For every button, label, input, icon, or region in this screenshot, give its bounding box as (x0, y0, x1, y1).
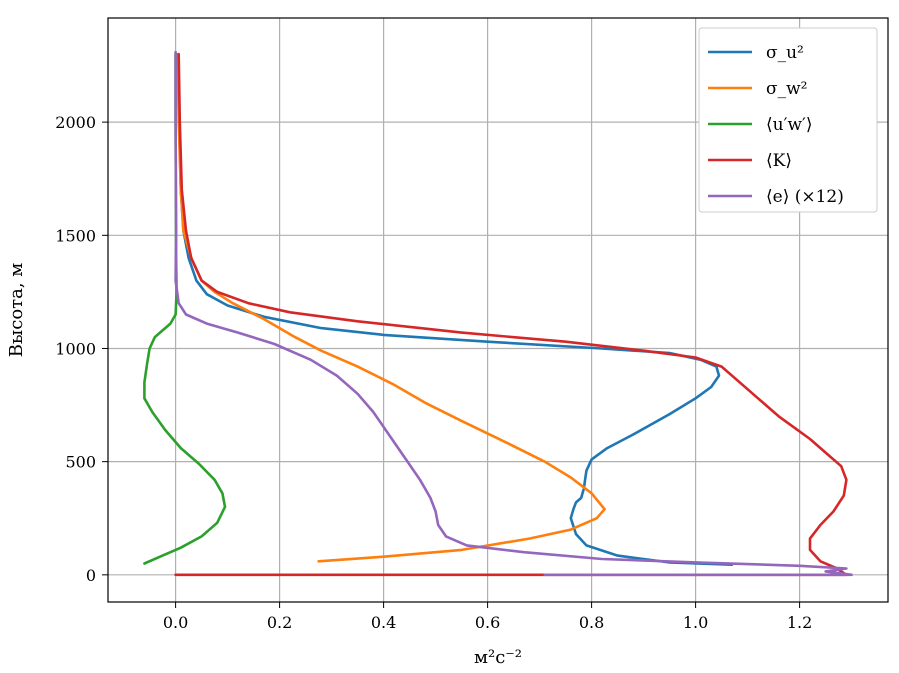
legend-label-3: ⟨u′w′⟩ (766, 115, 812, 135)
legend-label-2: σ_w² (766, 79, 807, 99)
x-tick-label: 0.2 (267, 613, 292, 632)
y-tick-label: 1500 (55, 226, 96, 245)
x-tick-label: 0.6 (475, 613, 500, 632)
x-tick-label: 0.8 (579, 613, 604, 632)
legend-box (698, 27, 878, 213)
series-line-1 (176, 52, 734, 566)
legend-label-1: σ_u² (766, 43, 804, 63)
series-line-5 (174, 50, 853, 577)
legend: σ_u² σ_w² ⟨u′w′⟩ ⟨K⟩ ⟨e⟩ (×12) (698, 27, 878, 213)
x-tick-label: 0.0 (163, 613, 188, 632)
legend-label-5: ⟨e⟩ (×12) (766, 187, 844, 207)
y-axis-title: Высота, м (6, 263, 27, 358)
series-line-3 (143, 52, 227, 565)
x-tick-label: 1.0 (683, 613, 708, 632)
plot-frame (107, 17, 889, 603)
y-tick-label: 1000 (55, 339, 96, 358)
series-line-4 (174, 52, 848, 577)
y-tick-label: 2000 (55, 113, 96, 132)
x-axis-title: м²с⁻² (474, 647, 522, 668)
x-tick-label: 1.2 (787, 613, 812, 632)
y-tick-label: 0 (86, 566, 96, 585)
axis-ticks: 0.0 0.2 0.4 0.6 0.8 1.0 1.2 0 500 1000 1500 2000 (55, 113, 812, 632)
legend-label-4: ⟨K⟩ (766, 151, 792, 171)
series-lines (143, 50, 853, 577)
x-tick-label: 0.4 (371, 613, 396, 632)
y-tick-label: 500 (65, 453, 96, 472)
